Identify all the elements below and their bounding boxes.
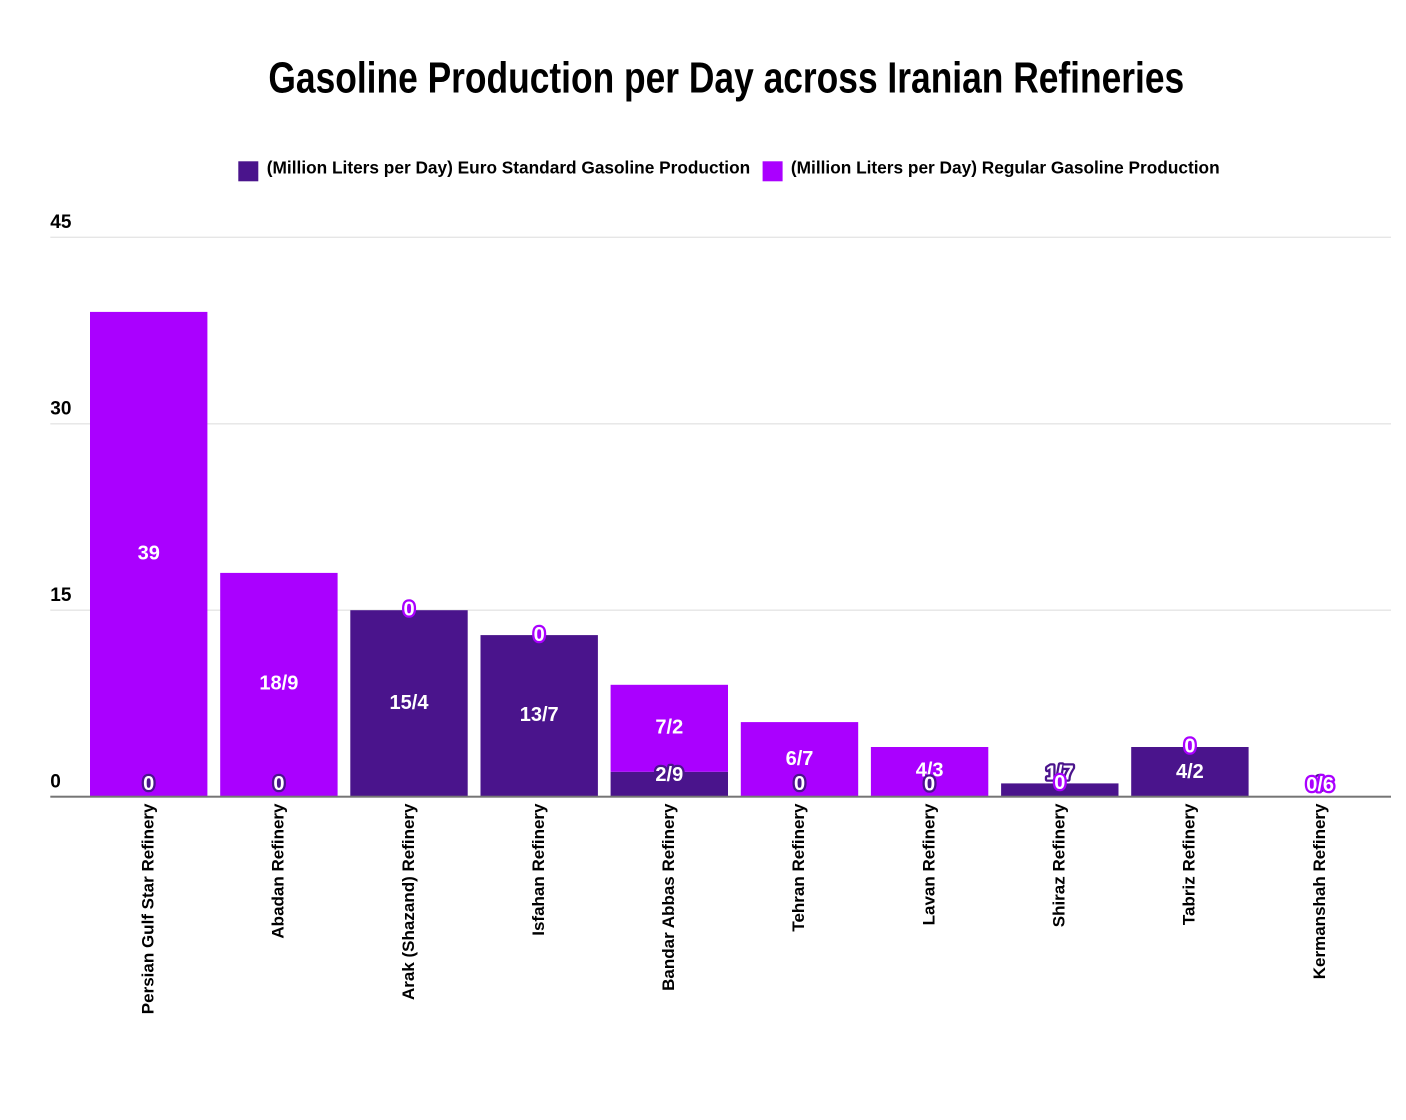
svg-text:30: 30 xyxy=(50,399,71,420)
svg-text:0: 0 xyxy=(794,773,805,795)
svg-text:15: 15 xyxy=(50,585,72,606)
svg-text:13/7: 13/7 xyxy=(520,704,559,726)
svg-text:39: 39 xyxy=(138,543,160,565)
svg-text:Lavan Refinery: Lavan Refinery xyxy=(919,803,938,925)
svg-text:6/7: 6/7 xyxy=(786,748,814,770)
svg-text:Isfahan Refinery: Isfahan Refinery xyxy=(529,803,548,936)
svg-text:0: 0 xyxy=(534,624,545,646)
svg-text:Tabriz Refinery: Tabriz Refinery xyxy=(1180,803,1199,925)
svg-text:18/9: 18/9 xyxy=(259,673,298,695)
svg-text:Abadan Refinery: Abadan Refinery xyxy=(269,803,288,939)
svg-text:0: 0 xyxy=(50,771,61,792)
svg-text:0: 0 xyxy=(273,773,284,795)
svg-text:4/3: 4/3 xyxy=(916,760,944,782)
svg-text:Bandar Abbas Refinery: Bandar Abbas Refinery xyxy=(659,803,678,991)
svg-text:0: 0 xyxy=(1054,772,1065,794)
svg-text:4/2: 4/2 xyxy=(1176,761,1204,783)
svg-text:Arak (Shazand) Refinery: Arak (Shazand) Refinery xyxy=(399,803,418,1000)
svg-text:15/4: 15/4 xyxy=(390,692,430,714)
svg-text:Shiraz Refinery: Shiraz Refinery xyxy=(1050,803,1069,927)
svg-text:Kermanshah Refinery: Kermanshah Refinery xyxy=(1310,803,1329,979)
svg-text:Tehran Refinery: Tehran Refinery xyxy=(789,803,808,932)
svg-text:0: 0 xyxy=(1315,773,1326,795)
svg-text:(Million Liters per Day) Euro: (Million Liters per Day) Euro Standard G… xyxy=(267,157,750,177)
svg-text:(Million Liters per Day) Regul: (Million Liters per Day) Regular Gasolin… xyxy=(791,157,1220,177)
svg-text:1/7: 1/7 xyxy=(1046,763,1074,785)
svg-text:2/9: 2/9 xyxy=(655,764,683,786)
svg-text:0: 0 xyxy=(924,774,935,796)
svg-text:Gasoline Production per Day ac: Gasoline Production per Day across Irani… xyxy=(268,54,1184,102)
svg-text:0: 0 xyxy=(403,599,414,621)
svg-text:Persian Gulf Star Refinery: Persian Gulf Star Refinery xyxy=(139,803,158,1014)
svg-text:7/2: 7/2 xyxy=(655,717,683,739)
svg-text:0: 0 xyxy=(1184,736,1195,758)
svg-text:0/6: 0/6 xyxy=(1306,774,1334,796)
svg-text:45: 45 xyxy=(50,212,72,233)
svg-text:0: 0 xyxy=(143,773,154,795)
